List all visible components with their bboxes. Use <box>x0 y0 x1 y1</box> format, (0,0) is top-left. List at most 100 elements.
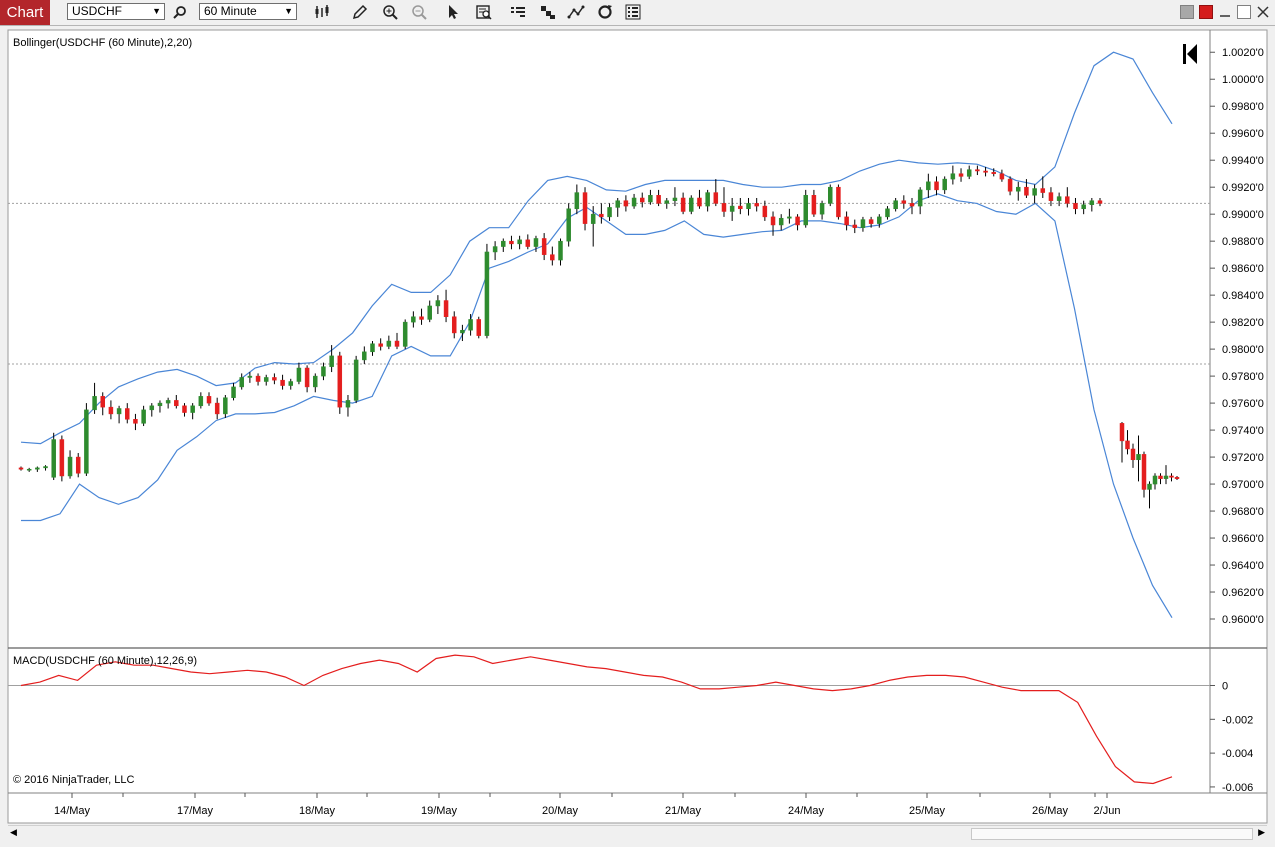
instrument-value: USDCHF <box>72 4 122 18</box>
candle-body <box>778 217 784 226</box>
chart-tab[interactable]: Chart <box>0 0 50 25</box>
candle-body <box>705 192 710 207</box>
candle <box>108 400 114 420</box>
candle <box>885 206 890 220</box>
y-tick-label: 0.9780'0 <box>1222 371 1264 383</box>
minimize-icon[interactable] <box>1218 5 1232 19</box>
price-panel: 1.0020'0 1.0000'0 0.9980'0 0.9960'0 0.9940'0… <box>8 47 1264 626</box>
candle <box>1147 481 1152 509</box>
zoom-out-icon[interactable] <box>409 2 429 22</box>
candle <box>51 432 56 481</box>
zoom-in-icon[interactable] <box>380 2 400 22</box>
draw-pencil-icon[interactable] <box>350 2 370 22</box>
cursor-icon[interactable] <box>443 2 463 22</box>
search-icon[interactable] <box>170 2 190 22</box>
candle-body <box>893 200 898 210</box>
x-tick-label: 21/May <box>665 805 702 817</box>
maximize-icon[interactable] <box>1237 5 1251 19</box>
candle-body <box>721 203 727 212</box>
candle-body <box>607 207 612 218</box>
candle <box>566 203 571 247</box>
scroll-right-icon[interactable]: ▶ <box>1258 827 1265 837</box>
candle-body <box>795 216 800 226</box>
candle <box>435 295 441 315</box>
candle-body <box>623 200 629 207</box>
candle <box>803 189 808 228</box>
templates-icon[interactable] <box>538 2 558 22</box>
interval-selector[interactable]: 60 Minute ▼ <box>199 3 297 20</box>
candle <box>100 392 105 416</box>
candle <box>893 197 898 212</box>
candle-body <box>1163 475 1169 479</box>
candle-body <box>378 343 383 347</box>
candle-body <box>934 181 939 191</box>
candle-body <box>1125 440 1130 450</box>
candle <box>1073 197 1078 215</box>
bollinger-title: Bollinger(USDCHF (60 Minute),2,20) <box>13 37 192 49</box>
data-box-icon[interactable] <box>474 2 494 22</box>
candle-body <box>819 203 825 215</box>
candle-body <box>1152 475 1158 485</box>
candle <box>852 219 858 234</box>
horizontal-scrollbar[interactable]: ◀ ▶ <box>8 825 1267 840</box>
candle-body <box>885 208 890 218</box>
candle-body <box>484 251 490 336</box>
candle <box>623 195 629 212</box>
scroll-left-icon[interactable]: ◀ <box>10 827 17 837</box>
candle <box>1174 475 1180 481</box>
close-icon[interactable] <box>1199 5 1213 19</box>
candle <box>484 243 490 339</box>
y-tick-label: 0.9800'0 <box>1222 344 1264 356</box>
refresh-icon[interactable] <box>595 2 615 22</box>
candle-body <box>337 355 343 408</box>
candle <box>509 235 514 250</box>
candle-body <box>313 375 318 388</box>
candle <box>680 192 686 215</box>
candle-body <box>828 186 833 204</box>
candle <box>525 234 531 250</box>
candle-body <box>803 195 808 226</box>
candle <box>394 332 400 350</box>
candle <box>648 189 653 205</box>
candle <box>517 235 522 250</box>
chart-canvas[interactable]: 1.0020'0 1.0000'0 0.9980'0 0.9960'0 0.9940'0… <box>0 25 1275 847</box>
macd-panel: 0 -0.002 -0.004 -0.006 <box>8 654 1253 794</box>
candle-body <box>501 240 506 247</box>
candle <box>402 319 408 350</box>
candle-body <box>1024 186 1029 196</box>
candle <box>1024 179 1029 198</box>
candle-body <box>917 189 923 207</box>
candle <box>35 466 40 472</box>
candle <box>868 216 874 228</box>
instrument-selector[interactable]: USDCHF ▼ <box>67 3 165 20</box>
indicators-icon[interactable] <box>566 2 586 22</box>
y-tick-label: 0 <box>1222 681 1228 693</box>
candle-body <box>476 319 482 336</box>
candle-body <box>680 197 686 212</box>
skip-to-end-icon[interactable] <box>1183 44 1197 64</box>
scroll-thumb[interactable] <box>971 828 1253 840</box>
candle <box>411 311 416 328</box>
candle <box>190 403 195 420</box>
candle-body <box>550 254 555 261</box>
candle <box>1065 187 1070 208</box>
strategies-icon[interactable] <box>508 2 528 22</box>
bar-type-icon[interactable] <box>312 2 332 22</box>
minimize-icon[interactable] <box>1180 5 1194 19</box>
candle <box>84 403 89 476</box>
candle-body <box>174 400 179 407</box>
candle-body <box>35 467 40 470</box>
candle-body <box>370 343 375 353</box>
candle <box>75 453 81 478</box>
candle <box>713 179 719 207</box>
candle-body <box>762 205 768 218</box>
x-tick-label: 14/May <box>54 805 91 817</box>
properties-icon[interactable] <box>623 2 643 22</box>
close-icon[interactable] <box>1256 5 1270 19</box>
candle-body <box>509 240 514 245</box>
y-tick-label: 0.9820'0 <box>1222 317 1264 329</box>
candle <box>386 335 392 350</box>
candle-body <box>901 200 907 204</box>
candle-body <box>427 305 432 320</box>
candle <box>198 392 204 409</box>
